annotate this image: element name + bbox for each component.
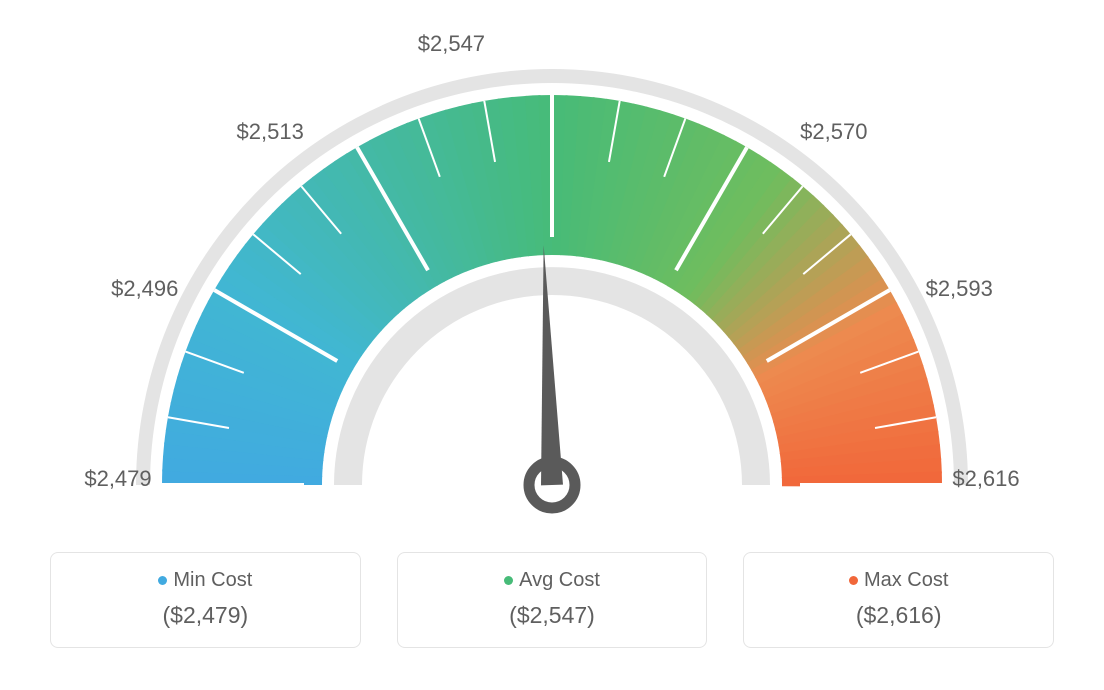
gauge-tick-label: $2,479 — [84, 466, 151, 492]
gauge-tick-label: $2,547 — [418, 31, 485, 57]
legend-label: Max Cost — [864, 569, 948, 591]
gauge-tick-label: $2,513 — [237, 119, 304, 145]
legend-value: ($2,616) — [764, 602, 1033, 629]
legend-card-title: Avg Cost — [418, 569, 687, 592]
figure: $2,479 $2,496 $2,513 $2,547 $2,570 $2,593 $2,6… — [0, 0, 1104, 690]
legend-card: Min Cost ($2,479) — [50, 552, 361, 648]
legend-card: Avg Cost ($2,547) — [397, 552, 708, 648]
legend-label: Min Cost — [173, 569, 252, 591]
legend-label: Avg Cost — [519, 569, 600, 591]
gauge-tick-label: $2,616 — [952, 466, 1019, 492]
legend-value: ($2,547) — [418, 602, 687, 629]
legend-dot-icon — [504, 576, 513, 585]
gauge-chart: $2,479 $2,496 $2,513 $2,547 $2,570 $2,593 $2,6… — [30, 10, 1074, 540]
legend-card: Max Cost ($2,616) — [743, 552, 1054, 648]
legend-dot-icon — [849, 576, 858, 585]
legend-dot-icon — [158, 576, 167, 585]
gauge-tick-label: $2,496 — [111, 276, 178, 302]
legend-value: ($2,479) — [71, 602, 340, 629]
legend-card-title: Min Cost — [71, 569, 340, 592]
gauge-svg — [30, 10, 1074, 540]
gauge-tick-label: $2,593 — [926, 276, 993, 302]
legend-card-title: Max Cost — [764, 569, 1033, 592]
legend-row: Min Cost ($2,479) Avg Cost ($2,547) Max Cost… — [30, 552, 1074, 648]
gauge-tick-label: $2,570 — [800, 119, 867, 145]
